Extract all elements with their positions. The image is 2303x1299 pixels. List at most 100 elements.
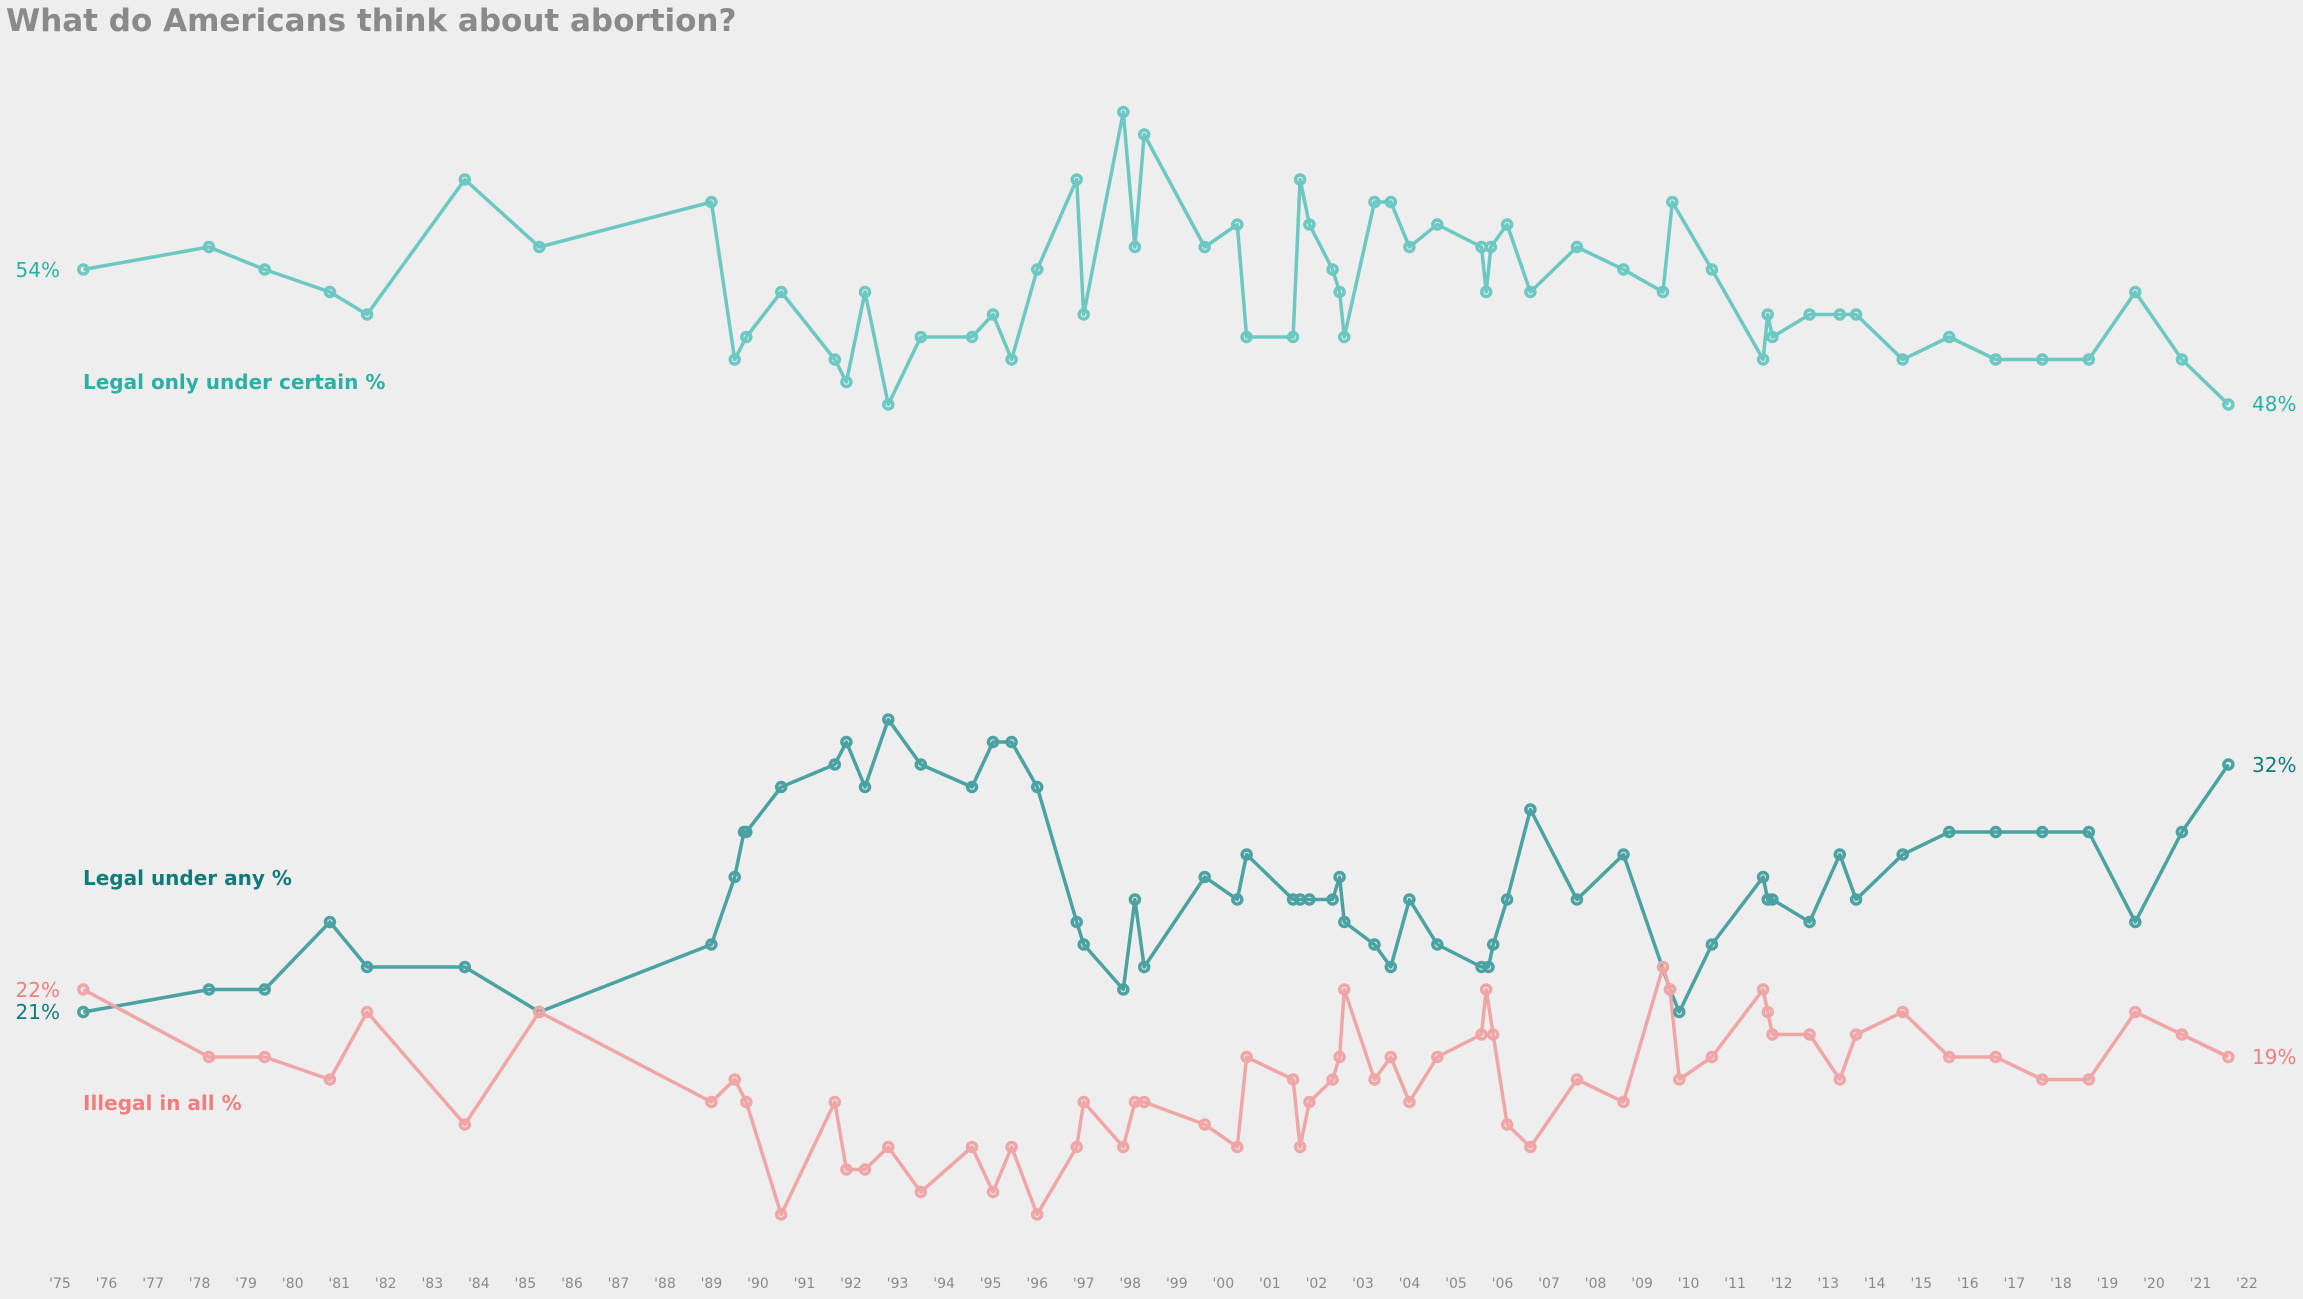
data-point <box>1137 128 1151 141</box>
data-point <box>202 240 216 254</box>
data-point <box>77 263 90 276</box>
data-point <box>1484 240 1498 254</box>
data-point <box>1663 983 1677 996</box>
data-point <box>1570 1073 1584 1086</box>
data-point <box>828 758 842 771</box>
data-point <box>858 285 872 299</box>
data-point <box>914 1185 928 1199</box>
data-point <box>2129 1005 2142 1019</box>
data-point <box>1303 893 1316 906</box>
series-points-legal-certain <box>77 105 2235 411</box>
data-point <box>1286 330 1300 344</box>
data-point <box>1286 893 1300 906</box>
data-point <box>965 1140 979 1154</box>
data-point <box>1756 353 1770 366</box>
data-point <box>1486 1028 1500 1041</box>
data-point <box>858 780 872 794</box>
data-point <box>986 735 1000 749</box>
data-point <box>1989 1050 2002 1064</box>
data-point <box>858 1163 872 1176</box>
data-point <box>1117 983 1130 996</box>
x-tick-label: '98 <box>1119 1276 1141 1292</box>
data-point <box>914 330 928 344</box>
data-point <box>1766 893 1779 906</box>
data-point <box>882 398 895 411</box>
x-tick-label: '12 <box>1771 1276 1793 1292</box>
data-point <box>533 1005 546 1019</box>
data-point <box>986 1185 1000 1199</box>
data-point <box>1403 893 1416 906</box>
x-tick-label: '06 <box>1492 1276 1514 1292</box>
data-point <box>705 938 718 951</box>
data-point <box>740 825 753 839</box>
data-point <box>1368 1073 1381 1086</box>
x-tick-label: '02 <box>1306 1276 1328 1292</box>
x-tick-label: '21 <box>2190 1276 2212 1292</box>
data-point <box>258 263 271 276</box>
data-point <box>1198 1118 1211 1131</box>
x-tick-label: '79 <box>235 1276 257 1292</box>
data-point <box>458 1118 472 1131</box>
data-point <box>882 1140 895 1154</box>
data-point <box>360 308 374 321</box>
data-point <box>828 353 842 366</box>
x-tick-label: '76 <box>96 1276 118 1292</box>
data-point <box>1326 263 1339 276</box>
series-points-legal-any <box>77 713 2235 1019</box>
data-point <box>2175 825 2189 839</box>
data-point <box>2129 285 2142 299</box>
data-point <box>2222 398 2235 411</box>
data-point <box>1030 263 1044 276</box>
data-point <box>1333 1050 1346 1064</box>
data-point <box>1338 330 1351 344</box>
x-tick-label: '96 <box>1026 1276 1048 1292</box>
data-point <box>1500 893 1514 906</box>
chart-title: What do Americans think about abortion? <box>6 3 736 39</box>
data-point <box>840 735 853 749</box>
data-point <box>1431 938 1444 951</box>
data-point <box>1756 983 1770 996</box>
data-point <box>1326 893 1339 906</box>
data-point <box>1240 848 1253 861</box>
data-point <box>728 353 741 366</box>
data-point <box>323 1073 337 1086</box>
data-point <box>740 1095 753 1109</box>
data-point <box>1005 735 1018 749</box>
data-point <box>1479 983 1493 996</box>
data-point <box>2222 1050 2235 1064</box>
data-point <box>323 285 337 299</box>
data-point <box>1896 1005 1909 1019</box>
data-point <box>840 375 853 389</box>
x-tick-label: '78 <box>189 1276 211 1292</box>
data-point <box>1524 285 1537 299</box>
x-tick-label: '83 <box>421 1276 443 1292</box>
data-point <box>1849 1028 1863 1041</box>
data-point <box>728 1073 741 1086</box>
series-line-legal-certain <box>82 110 2230 407</box>
series-points <box>77 105 2235 1221</box>
data-point <box>458 960 472 974</box>
data-point <box>1286 1073 1300 1086</box>
data-point <box>1303 218 1316 231</box>
data-point <box>1431 218 1444 231</box>
data-point <box>1333 870 1346 884</box>
x-tick-label: '81 <box>328 1276 350 1292</box>
data-point <box>1475 960 1488 974</box>
data-point <box>77 1005 90 1019</box>
series-points-illegal <box>77 960 2235 1221</box>
data-point <box>1384 195 1398 209</box>
data-point <box>1833 848 1847 861</box>
x-tick-label: '20 <box>2143 1276 2165 1292</box>
x-tick-label: '15 <box>1910 1276 1932 1292</box>
data-point <box>1989 825 2002 839</box>
data-point <box>1524 1140 1537 1154</box>
data-point <box>2129 915 2142 929</box>
x-tick-label: '14 <box>1864 1276 1886 1292</box>
data-point <box>705 1095 718 1109</box>
data-point <box>533 240 546 254</box>
series-label-legal-any: Legal under any % <box>83 866 292 890</box>
x-tick-label: '07 <box>1538 1276 1560 1292</box>
data-point <box>1656 960 1670 974</box>
x-tick-label: '88 <box>654 1276 676 1292</box>
